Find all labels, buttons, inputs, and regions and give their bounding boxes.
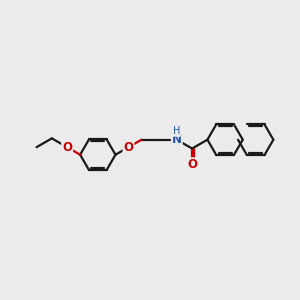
Text: H: H: [173, 126, 181, 136]
Text: O: O: [187, 158, 197, 171]
Text: N: N: [172, 133, 182, 146]
Text: O: O: [124, 141, 134, 154]
Text: O: O: [62, 141, 72, 154]
